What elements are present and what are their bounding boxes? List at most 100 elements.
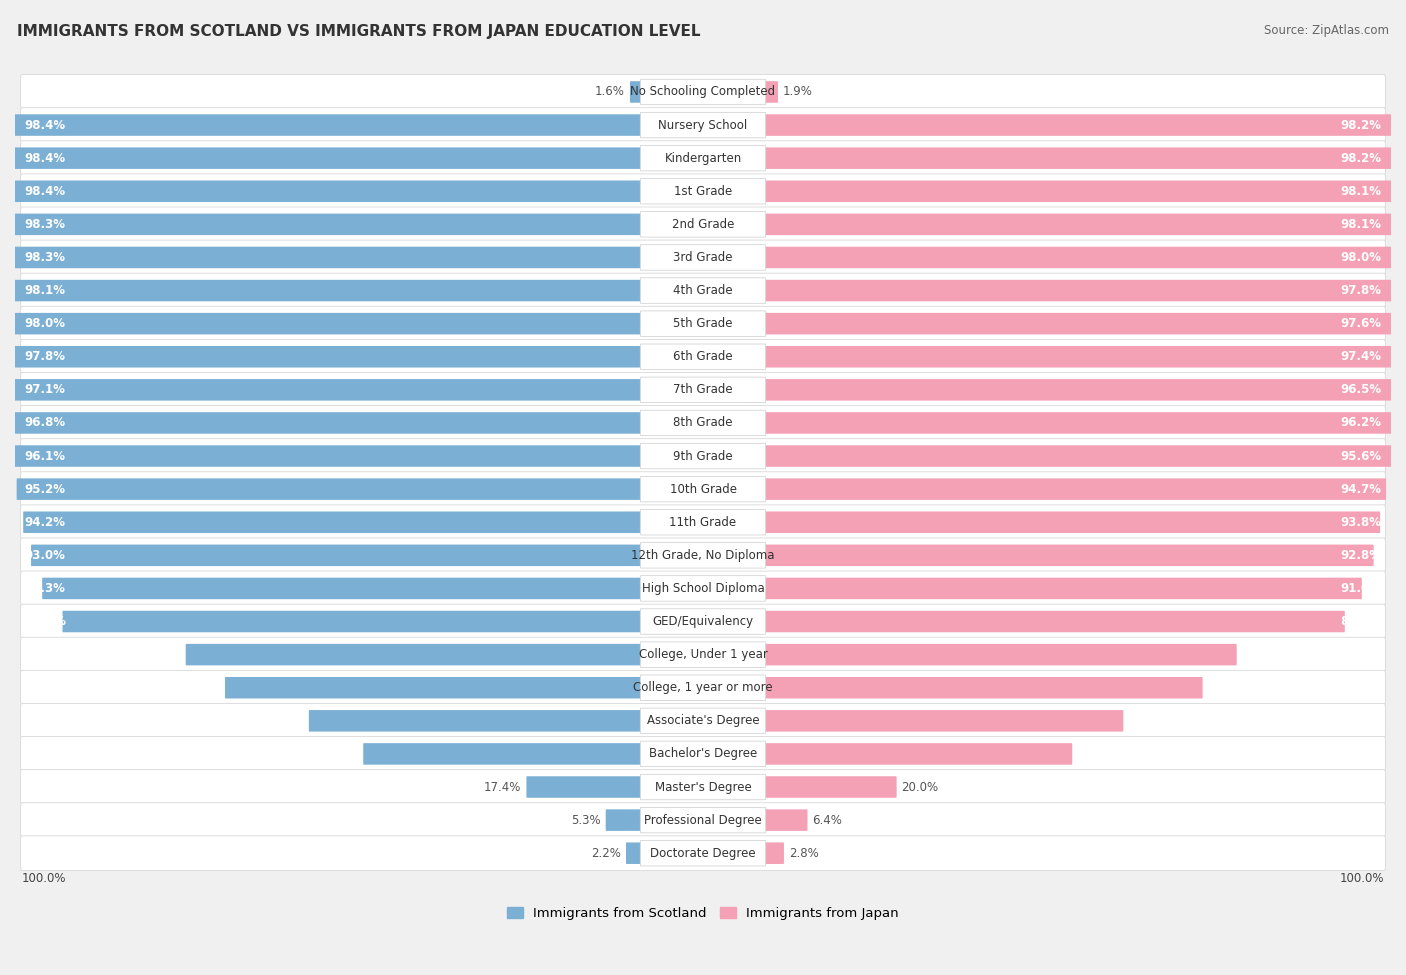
FancyBboxPatch shape: [640, 741, 766, 766]
Text: 1.6%: 1.6%: [595, 86, 626, 98]
Text: 98.0%: 98.0%: [1340, 251, 1381, 264]
Text: Master's Degree: Master's Degree: [655, 781, 751, 794]
FancyBboxPatch shape: [640, 575, 766, 602]
Text: 5.3%: 5.3%: [571, 813, 600, 827]
Text: 98.2%: 98.2%: [1340, 152, 1381, 165]
Legend: Immigrants from Scotland, Immigrants from Japan: Immigrants from Scotland, Immigrants fro…: [502, 902, 904, 925]
Text: 71.9%: 71.9%: [1340, 648, 1381, 661]
FancyBboxPatch shape: [640, 145, 766, 171]
Text: Kindergarten: Kindergarten: [665, 152, 741, 165]
Text: 54.6%: 54.6%: [1340, 715, 1381, 727]
FancyBboxPatch shape: [21, 339, 1385, 374]
Text: Source: ZipAtlas.com: Source: ZipAtlas.com: [1264, 24, 1389, 37]
Text: 96.1%: 96.1%: [25, 449, 66, 462]
Text: 98.1%: 98.1%: [1340, 185, 1381, 198]
FancyBboxPatch shape: [21, 306, 1385, 341]
Text: 69.4%: 69.4%: [25, 648, 66, 661]
Text: 97.6%: 97.6%: [1340, 317, 1381, 331]
Text: 88.4%: 88.4%: [1340, 615, 1381, 628]
FancyBboxPatch shape: [21, 604, 1385, 639]
Text: 8th Grade: 8th Grade: [673, 416, 733, 429]
FancyBboxPatch shape: [0, 147, 641, 169]
Text: 100.0%: 100.0%: [1340, 872, 1385, 884]
FancyBboxPatch shape: [0, 114, 641, 136]
Text: 10th Grade: 10th Grade: [669, 483, 737, 495]
FancyBboxPatch shape: [21, 769, 1385, 804]
FancyBboxPatch shape: [640, 477, 766, 502]
FancyBboxPatch shape: [765, 346, 1403, 368]
FancyBboxPatch shape: [225, 677, 641, 698]
FancyBboxPatch shape: [0, 346, 641, 368]
Text: 50.6%: 50.6%: [25, 715, 66, 727]
FancyBboxPatch shape: [765, 214, 1406, 235]
FancyBboxPatch shape: [0, 247, 641, 268]
FancyBboxPatch shape: [765, 842, 785, 864]
FancyBboxPatch shape: [21, 75, 1385, 109]
FancyBboxPatch shape: [0, 180, 641, 202]
FancyBboxPatch shape: [640, 278, 766, 303]
FancyBboxPatch shape: [17, 479, 641, 500]
FancyBboxPatch shape: [640, 642, 766, 667]
FancyBboxPatch shape: [765, 280, 1406, 301]
FancyBboxPatch shape: [21, 638, 1385, 672]
FancyBboxPatch shape: [21, 107, 1385, 142]
FancyBboxPatch shape: [42, 577, 641, 600]
Text: 66.7%: 66.7%: [1340, 682, 1381, 694]
FancyBboxPatch shape: [765, 610, 1344, 632]
Text: College, Under 1 year: College, Under 1 year: [638, 648, 768, 661]
Text: 1.9%: 1.9%: [783, 86, 813, 98]
FancyBboxPatch shape: [21, 372, 1385, 408]
Text: Professional Degree: Professional Degree: [644, 813, 762, 827]
Text: 6th Grade: 6th Grade: [673, 350, 733, 364]
FancyBboxPatch shape: [21, 703, 1385, 738]
FancyBboxPatch shape: [526, 776, 641, 798]
FancyBboxPatch shape: [765, 710, 1123, 731]
Text: 3rd Grade: 3rd Grade: [673, 251, 733, 264]
FancyBboxPatch shape: [21, 207, 1385, 242]
FancyBboxPatch shape: [21, 439, 1385, 474]
Text: 94.2%: 94.2%: [25, 516, 66, 528]
FancyBboxPatch shape: [765, 577, 1362, 600]
Text: 2.8%: 2.8%: [789, 846, 818, 860]
FancyBboxPatch shape: [11, 446, 641, 467]
FancyBboxPatch shape: [21, 505, 1385, 539]
FancyBboxPatch shape: [640, 178, 766, 204]
Text: No Schooling Completed: No Schooling Completed: [630, 86, 776, 98]
FancyBboxPatch shape: [765, 809, 807, 831]
Text: 98.4%: 98.4%: [25, 152, 66, 165]
FancyBboxPatch shape: [363, 743, 641, 764]
FancyBboxPatch shape: [765, 743, 1073, 764]
Text: 98.4%: 98.4%: [25, 185, 66, 198]
Text: 2.2%: 2.2%: [591, 846, 621, 860]
Text: 93.8%: 93.8%: [1340, 516, 1381, 528]
FancyBboxPatch shape: [765, 180, 1406, 202]
Text: 95.6%: 95.6%: [1340, 449, 1381, 462]
FancyBboxPatch shape: [640, 344, 766, 370]
Text: 20.0%: 20.0%: [901, 781, 939, 794]
FancyBboxPatch shape: [765, 479, 1386, 500]
FancyBboxPatch shape: [21, 571, 1385, 605]
FancyBboxPatch shape: [640, 543, 766, 568]
FancyBboxPatch shape: [309, 710, 641, 731]
FancyBboxPatch shape: [765, 446, 1392, 467]
FancyBboxPatch shape: [765, 81, 778, 102]
FancyBboxPatch shape: [640, 79, 766, 104]
FancyBboxPatch shape: [62, 610, 641, 632]
Text: GED/Equivalency: GED/Equivalency: [652, 615, 754, 628]
Text: 42.3%: 42.3%: [25, 748, 66, 760]
Text: College, 1 year or more: College, 1 year or more: [633, 682, 773, 694]
Text: 94.7%: 94.7%: [1340, 483, 1381, 495]
FancyBboxPatch shape: [606, 809, 641, 831]
FancyBboxPatch shape: [765, 247, 1406, 268]
FancyBboxPatch shape: [21, 802, 1385, 838]
FancyBboxPatch shape: [21, 836, 1385, 871]
FancyBboxPatch shape: [31, 545, 641, 566]
Text: 91.0%: 91.0%: [1340, 582, 1381, 595]
Text: 98.0%: 98.0%: [25, 317, 66, 331]
Text: 6.4%: 6.4%: [813, 813, 842, 827]
Text: 95.2%: 95.2%: [25, 483, 66, 495]
FancyBboxPatch shape: [640, 311, 766, 336]
FancyBboxPatch shape: [630, 81, 641, 102]
FancyBboxPatch shape: [640, 410, 766, 436]
Text: 98.1%: 98.1%: [25, 284, 66, 297]
